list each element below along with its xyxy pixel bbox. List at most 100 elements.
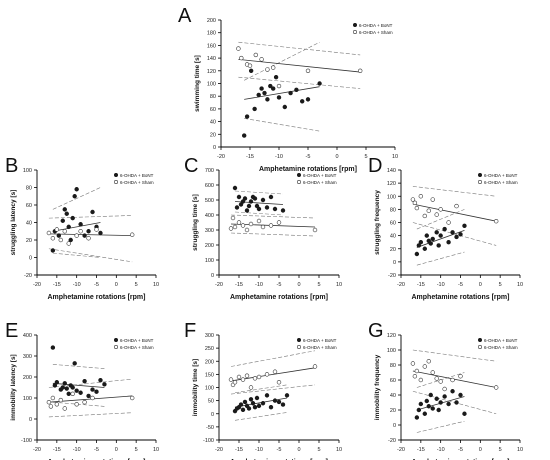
y-tick-label: 80	[390, 363, 396, 369]
x-tick-label: -15	[417, 447, 425, 453]
y-tick-label: -20	[24, 273, 32, 279]
x-tick-label: 5	[317, 447, 320, 453]
regression-line	[416, 229, 465, 248]
legend-label-bont: 6-OHDA + BoNT	[484, 338, 518, 343]
bont-point	[242, 196, 248, 201]
bont-point	[86, 393, 91, 399]
bont-point	[242, 133, 247, 138]
sham-point	[240, 377, 246, 382]
y-tick-label: 50	[208, 399, 214, 405]
sham-point	[94, 227, 99, 232]
legend-label-bont: 6-OHDA + BoNT	[484, 173, 518, 178]
bont-point	[62, 381, 67, 386]
x-tick-label: -5	[94, 282, 99, 288]
bont-point	[268, 83, 273, 89]
bont-point	[62, 207, 67, 212]
confidence-band-lower	[230, 232, 316, 237]
sham-point	[130, 232, 135, 237]
sham-point	[410, 197, 416, 202]
sham-point	[256, 218, 262, 224]
panel-letter: C	[184, 155, 198, 177]
confidence-band-lower	[416, 420, 465, 433]
sham-point	[58, 237, 63, 243]
x-tick-label: -10	[275, 154, 283, 160]
y-tick-label: 140	[387, 168, 396, 174]
y-tick-label: 100	[23, 168, 32, 174]
confidence-band-upper	[416, 209, 465, 230]
sham-point	[130, 395, 135, 401]
y-tick-label: 600	[205, 183, 214, 189]
y-axis-label: immobility time [s]	[192, 359, 199, 416]
y-tick-label: 60	[210, 107, 216, 113]
legend-marker-sham	[477, 180, 482, 185]
y-tick-label: -50	[206, 425, 214, 431]
sham-point	[58, 397, 63, 403]
y-tick-label: 300	[205, 228, 214, 234]
bont-point	[458, 232, 463, 237]
bont-point	[64, 211, 69, 216]
bont-point	[102, 382, 107, 387]
x-tick-label: 5	[364, 154, 367, 160]
x-tick-label: 0	[335, 154, 338, 160]
y-tick-label: -100	[203, 438, 214, 444]
bont-point	[70, 385, 75, 390]
x-tick-label: 0	[115, 447, 118, 453]
bont-point	[428, 392, 433, 398]
x-tick-label: 5	[135, 447, 138, 453]
y-tick-label: 0	[393, 260, 396, 266]
y-tick-label: 200	[205, 243, 214, 249]
confidence-band-upper	[234, 190, 284, 195]
bont-point	[74, 388, 79, 393]
bont-point	[282, 104, 287, 110]
bont-point	[276, 95, 282, 100]
sham-point	[240, 223, 246, 228]
confidence-band-upper	[52, 187, 101, 210]
y-tick-label: 500	[205, 198, 214, 204]
bont-point	[244, 114, 250, 119]
bont-point	[454, 234, 459, 240]
bont-point	[72, 194, 77, 199]
sham-point	[412, 374, 418, 379]
sham-point	[244, 227, 250, 233]
x-tick-label: -15	[53, 282, 61, 288]
sham-point	[82, 400, 87, 405]
sham-point	[434, 376, 439, 381]
confidence-band-lower	[48, 248, 133, 263]
x-tick-label: 0	[115, 282, 118, 288]
sham-point	[259, 57, 264, 62]
bont-point	[66, 224, 71, 230]
y-tick-label: 60	[390, 378, 396, 384]
y-tick-label: 80	[26, 186, 32, 192]
regression-line	[48, 395, 133, 403]
sham-point	[78, 229, 83, 234]
x-tick-label: -10	[255, 282, 263, 288]
sham-point	[454, 203, 459, 209]
y-tick-label: 120	[387, 333, 396, 339]
bont-point	[70, 215, 75, 221]
bont-point	[418, 401, 424, 407]
sham-point	[244, 373, 250, 378]
bont-point	[50, 248, 56, 253]
bont-point	[98, 230, 103, 236]
x-tick-label: -20	[215, 282, 223, 288]
bont-point	[246, 203, 252, 209]
sham-point	[256, 374, 262, 380]
y-tick-label: 20	[210, 132, 216, 138]
y-axis-label: immobility latency [s]	[10, 354, 17, 420]
x-tick-label: -10	[73, 282, 81, 288]
sham-point	[268, 223, 274, 228]
sham-point	[430, 370, 435, 375]
bont-point	[436, 407, 441, 413]
sham-point	[272, 369, 278, 374]
legend-label-sham: 6-OHDA + Sham	[484, 345, 518, 350]
x-tick-label: -5	[94, 447, 99, 453]
bont-point	[442, 226, 447, 232]
sham-point	[312, 227, 318, 233]
panel-f: F-20 -15 -10 -5 0 5 10-100-5005010015020025030…	[184, 320, 342, 460]
bont-point	[60, 385, 65, 390]
bont-point	[248, 199, 254, 204]
bont-point	[242, 399, 248, 405]
sham-point	[312, 364, 318, 369]
bont-point	[68, 237, 73, 243]
